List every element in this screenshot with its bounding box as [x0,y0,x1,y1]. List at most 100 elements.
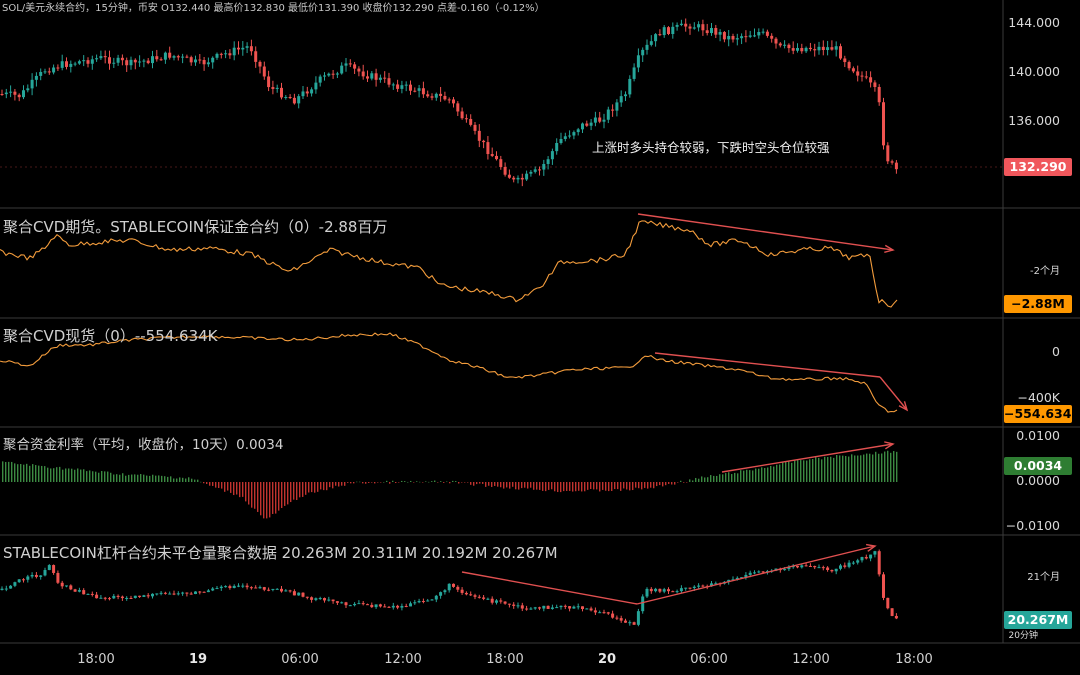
funding-bar [182,477,184,482]
price-candle [765,31,769,36]
price-candle [619,96,623,103]
price-candle [748,35,752,37]
funding-bar [839,455,841,482]
x-tick: 18:00 [486,652,524,667]
cvd-futures-line [0,220,898,308]
funding-bar [761,467,763,482]
price-candle [331,73,335,75]
oi-candle [692,586,696,588]
oi-candle [292,591,296,596]
price-candle [662,27,666,36]
funding-bar [251,482,253,508]
funding-bar [896,451,898,482]
price-candle [469,118,473,125]
price-candle [301,91,305,97]
funding-bar [320,482,322,490]
funding-bar [563,482,565,492]
price-candle [262,66,266,77]
oi-candle [452,583,455,587]
funding-tick: 0.0100 [1016,428,1060,443]
price-candle [869,77,873,83]
funding-bar [209,482,211,486]
funding-bar [176,478,178,482]
funding-bar [485,482,487,487]
funding-bar [587,482,589,490]
funding-bar [35,465,37,482]
price-candle [353,64,357,69]
funding-bar [803,460,805,482]
oi-candle [486,598,490,600]
price-candle [116,57,120,63]
oi-candle [249,587,253,589]
funding-trend-arrow-head [884,441,895,450]
funding-bar [287,482,289,505]
funding-bar [812,458,814,482]
oi-candle [120,596,124,599]
oi-candle [546,605,550,609]
oi-badge: 20.267M [1004,611,1072,629]
funding-bar [389,482,391,484]
funding-bar [128,474,130,482]
funding-bar [470,482,472,485]
funding-bar [266,482,268,519]
oi-candle [864,557,868,559]
funding-bar [80,469,82,482]
funding-bar [725,473,727,482]
oi-candle [43,570,47,576]
price-candle [198,59,202,61]
x-tick: 18:00 [77,652,115,667]
cvd-futures-trend-arrow-head [884,244,895,253]
price-candle [176,56,180,58]
funding-bar [545,482,547,492]
oi-candle [241,585,245,587]
price-candle [404,84,408,86]
oi-candle [439,592,443,596]
price-candle [615,102,619,111]
funding-bar [584,482,586,492]
oi-candle [430,599,434,601]
price-candle [740,36,744,39]
funding-bar [104,471,106,482]
oi-candle [211,588,215,591]
price-candle [800,48,804,52]
oi-candle [538,607,541,609]
price-candle [503,167,507,175]
oi-candle [658,588,662,592]
funding-bar [794,459,796,482]
price-candle [679,23,683,25]
funding-bar [830,456,832,482]
price-candle [697,24,701,28]
price-candle [430,96,434,98]
funding-bar [638,482,640,489]
funding-bar [593,482,595,490]
oi-candle [808,565,812,567]
cvd-spot-badge: −554.634K [1004,405,1080,423]
funding-bar [308,482,310,493]
funding-bar [317,482,319,492]
funding-bar [554,482,556,492]
funding-bar [884,451,886,482]
price-candle [473,124,477,131]
oi-candle [568,606,572,609]
price-candle [830,47,834,50]
oi-candle [636,611,640,625]
oi-candle [542,605,546,609]
funding-bar [254,482,256,509]
price-candle [52,67,56,73]
price-candle [310,89,314,94]
oi-candle [13,582,17,586]
oi-candle [400,605,404,608]
funding-bar [47,467,49,482]
funding-bar [800,460,802,482]
price-candle [163,52,167,60]
funding-bar [881,453,883,482]
funding-bar [59,466,61,482]
funding-bar [824,456,826,482]
oi-tick: 21个月 [1027,572,1060,583]
price-candle [611,109,615,111]
price-candle [327,73,331,76]
oi-candle [305,596,309,598]
price-candle [133,59,137,63]
oi-candle [318,598,322,600]
